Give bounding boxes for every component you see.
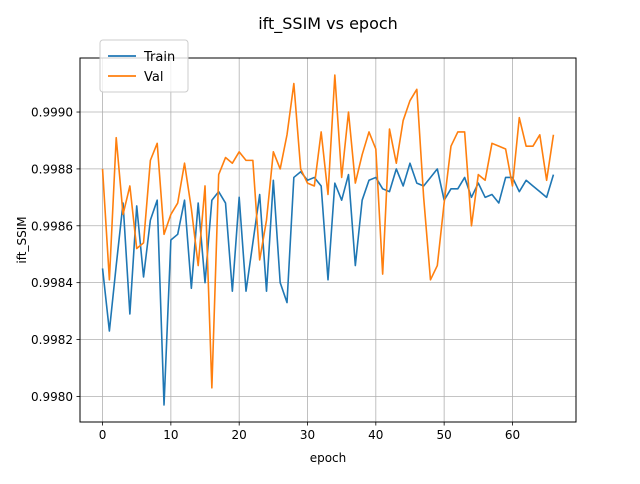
x-tick-label: 0 <box>99 428 107 442</box>
y-tick-label: 0.9986 <box>31 219 73 233</box>
legend: Train Val <box>99 39 189 93</box>
y-tick-label: 0.9982 <box>31 333 73 347</box>
y-tick-label: 0.9988 <box>31 162 73 176</box>
y-axis-label: ift_SSIM <box>15 216 29 263</box>
y-tick-label: 0.9980 <box>31 390 73 404</box>
x-tick-label: 60 <box>505 428 520 442</box>
x-tick-label: 20 <box>232 428 247 442</box>
y-tick-label: 0.9984 <box>31 276 73 290</box>
series-layer <box>101 74 555 406</box>
x-tick-label: 10 <box>163 428 178 442</box>
chart-title: ift_SSIM vs epoch <box>258 14 398 34</box>
legend-label-train: Train <box>143 50 175 65</box>
legend-frame <box>99 39 189 93</box>
y-tick-label: 0.9990 <box>31 106 73 120</box>
x-axis-label: epoch <box>310 451 347 465</box>
x-tick-label: 40 <box>368 428 383 442</box>
x-axis: 0 10 20 30 40 50 60 <box>99 422 520 442</box>
plot-frame <box>79 57 577 423</box>
series-line-train <box>101 162 555 406</box>
series-line-val <box>101 74 555 389</box>
legend-label-val: Val <box>144 70 163 85</box>
y-axis: 0.9980 0.9982 0.9984 0.9986 0.9988 0.9990 <box>31 106 80 404</box>
x-tick-label: 50 <box>437 428 452 442</box>
x-tick-label: 30 <box>300 428 315 442</box>
